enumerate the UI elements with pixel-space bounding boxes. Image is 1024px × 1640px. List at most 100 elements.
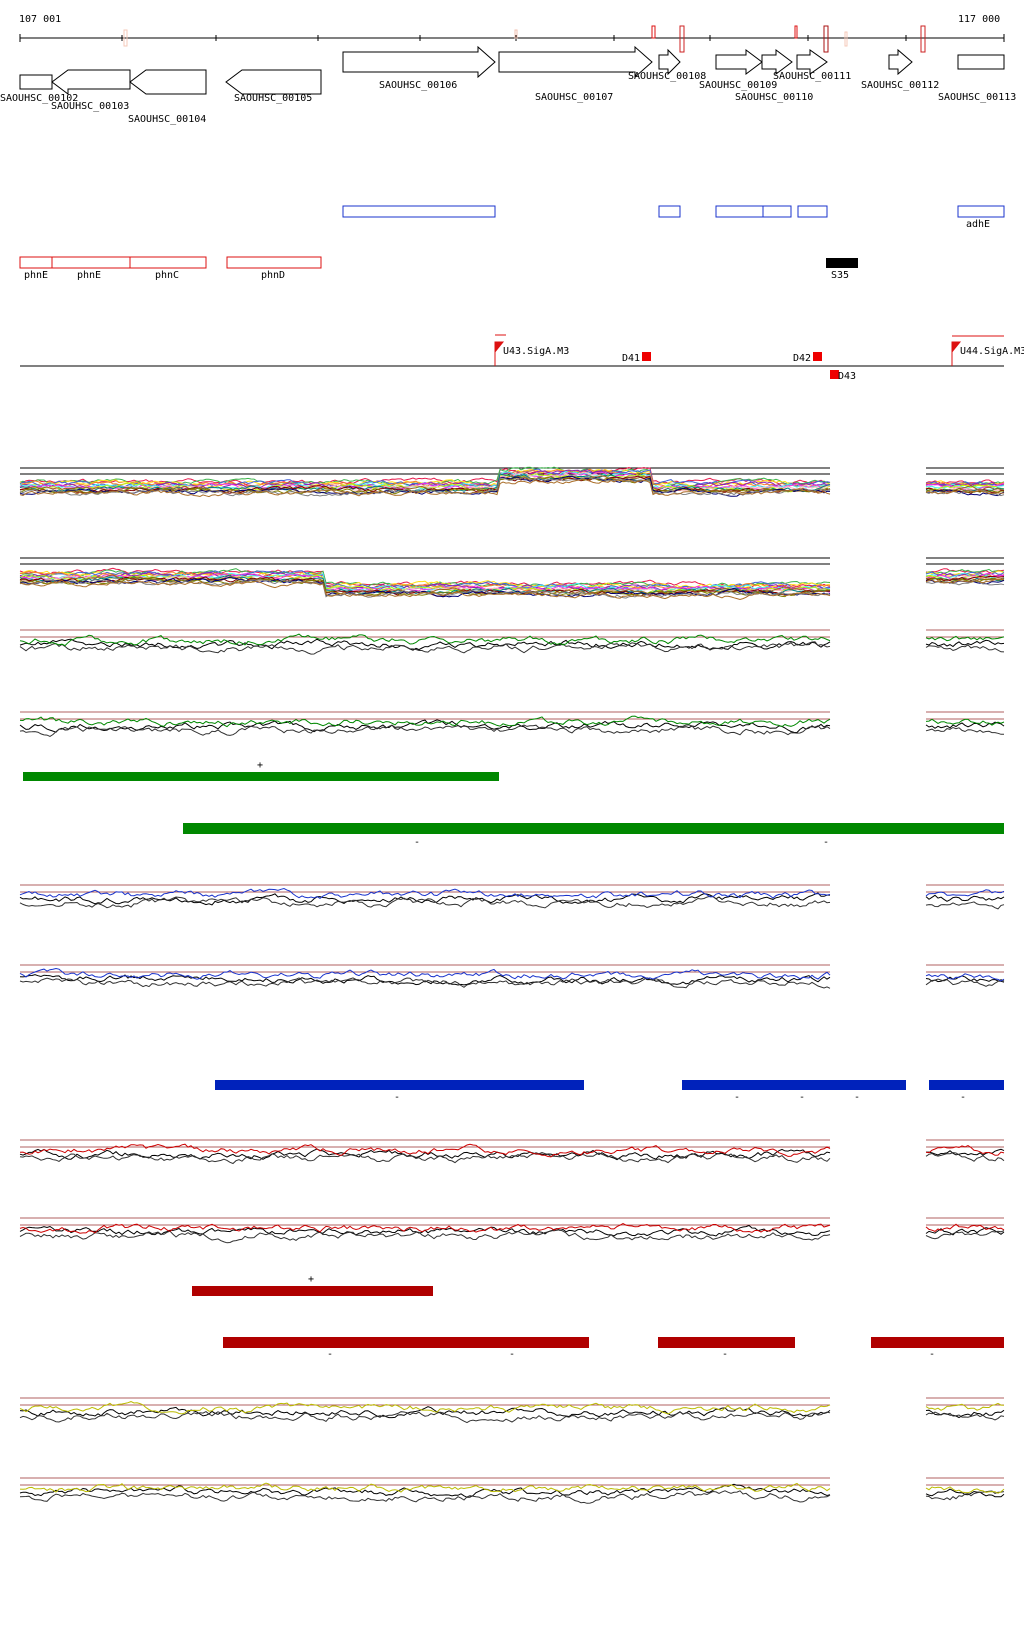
ruler-end-label: 117 000	[958, 14, 1001, 25]
gene-label: SAOUHSC_00103	[51, 101, 129, 112]
expression-trace	[19, 1406, 831, 1419]
expression-trace	[925, 1409, 1005, 1419]
expression-trace	[19, 473, 831, 493]
expression-trace	[19, 466, 831, 487]
gene-label: SAOUHSC_00104	[128, 114, 206, 125]
segment-bar-green	[23, 772, 499, 781]
expression-trace	[19, 576, 831, 598]
annotation-label: phnE	[77, 270, 101, 281]
annotation-box	[715, 205, 764, 218]
expression-trace	[19, 1490, 831, 1504]
expression-trace	[925, 889, 1005, 897]
gene-label: SAOUHSC_00110	[735, 92, 813, 103]
expression-trace	[925, 1411, 1005, 1421]
expression-trace	[19, 572, 831, 593]
gene-label: SAOUHSC_00107	[535, 92, 613, 103]
gene-track	[19, 45, 1005, 95]
segment-bar-blue	[929, 1080, 1004, 1090]
expression-trace	[925, 1490, 1005, 1501]
annotation-box	[129, 256, 207, 269]
segment-sign: -	[327, 1349, 333, 1360]
gene-arrow	[342, 45, 496, 79]
expression-trace	[925, 489, 1005, 497]
expression-trace	[925, 568, 1005, 574]
segment-sign: -	[929, 1349, 935, 1360]
annotation-box-black	[826, 258, 858, 268]
segment-sign: -	[854, 1092, 860, 1103]
expression-trace	[19, 576, 831, 598]
expression-trace	[925, 901, 1005, 910]
gene-arrow	[888, 48, 913, 76]
segment-sign: -	[394, 1092, 400, 1103]
expression-trace	[19, 1411, 831, 1424]
gene-label: SAOUHSC_00111	[773, 71, 851, 82]
terminator-label: D41	[622, 353, 640, 364]
expression-trace	[925, 894, 1005, 902]
segment-sign: -	[823, 837, 829, 848]
blue-annotation-track: adhE	[342, 205, 1005, 230]
expression-trace	[19, 1148, 831, 1161]
expression-trace	[925, 1230, 1005, 1240]
expression-trace	[925, 578, 1005, 584]
annotation-box	[957, 205, 1005, 218]
gene-label: SAOUHSC_00108	[628, 71, 706, 82]
segment-sign: -	[414, 837, 420, 848]
promoter-label: U44.SigA.M3	[960, 346, 1024, 357]
expression-trace	[925, 973, 1005, 982]
expression-trace	[19, 567, 831, 589]
red-annotation-track: phnE phnE phnC phnD S35	[19, 256, 858, 281]
gene-arrow	[957, 54, 1005, 70]
gene-arrow	[761, 49, 793, 75]
annotation-label: phnC	[155, 270, 179, 281]
segment-bar-red	[658, 1337, 795, 1348]
segment-bar-red	[871, 1337, 1004, 1348]
annotation-label: phnD	[261, 270, 285, 281]
annotation-box	[658, 205, 681, 218]
expression-trace	[19, 895, 831, 909]
gene-label: SAOUHSC_00112	[861, 80, 939, 91]
gene-label: SAOUHSC_00105	[234, 93, 312, 104]
expression-trace	[925, 1402, 1005, 1411]
expression-trace	[925, 718, 1005, 726]
expression-trace	[19, 724, 831, 737]
expression-traces	[19, 466, 1005, 1504]
expression-trace	[19, 1151, 831, 1165]
segment-sign: -	[960, 1092, 966, 1103]
terminator-marker	[642, 352, 651, 361]
gene-arrow	[796, 49, 828, 75]
segment-bar-green	[183, 823, 1004, 834]
expression-trace	[925, 635, 1005, 642]
annotation-box	[51, 256, 131, 269]
expression-trace	[925, 1223, 1005, 1232]
expression-trace	[925, 577, 1005, 582]
expression-trace	[19, 641, 831, 655]
annotation-label: adhE	[966, 219, 990, 230]
gene-label: SAOUHSC_00106	[379, 80, 457, 91]
expression-trace	[925, 484, 1005, 491]
gene-arrow	[19, 74, 53, 90]
promoter-flag	[494, 341, 505, 366]
gene-arrow	[225, 69, 322, 95]
segment-bar-red	[192, 1286, 433, 1296]
segment-bars: + - - - - - - - + - - - -	[23, 760, 1004, 1360]
segment-sign: -	[734, 1092, 740, 1103]
expression-trace	[19, 579, 831, 601]
promoter-label: U43.SigA.M3	[503, 346, 569, 357]
gene-arrow	[129, 69, 207, 95]
annotation-box	[797, 205, 828, 218]
gene-arrow	[715, 49, 763, 75]
expression-trace	[925, 489, 1005, 495]
annotation-label: phnE	[24, 270, 48, 281]
gene-arrow	[658, 48, 681, 76]
expression-trace	[19, 1229, 831, 1244]
expression-trace	[925, 577, 1005, 584]
expression-trace	[925, 639, 1005, 648]
coordinate-ruler	[19, 25, 1005, 53]
expression-trace	[19, 633, 831, 647]
regulatory-track: U43.SigA.M3 U44.SigA.M3 D41 D42 D43	[20, 334, 1024, 382]
segment-bar-blue	[215, 1080, 584, 1090]
terminator-marker	[813, 352, 822, 361]
segment-sign: +	[308, 1274, 314, 1285]
promoter-flag	[951, 341, 962, 366]
annotation-box	[19, 256, 53, 269]
